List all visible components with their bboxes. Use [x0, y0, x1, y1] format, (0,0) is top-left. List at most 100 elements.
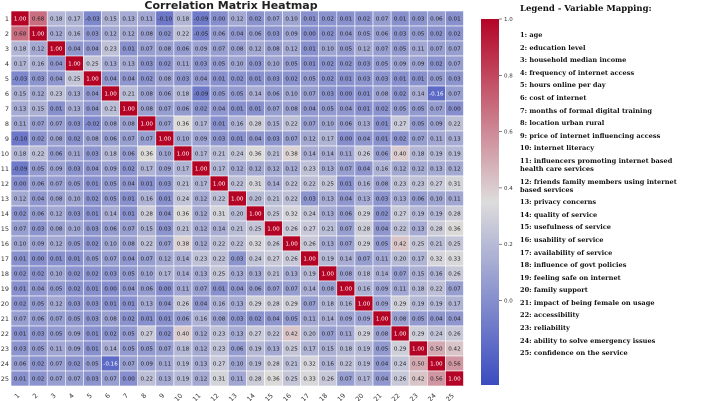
cell-value-label: 0.27	[394, 212, 407, 218]
cell-value-label: 0.21	[430, 242, 443, 248]
y-tick-label: 22	[1, 330, 9, 338]
y-tick-label: 4	[5, 60, 9, 68]
cell-value-label: 0.16	[358, 182, 371, 188]
cell-value-label: 0.07	[122, 227, 135, 233]
cell-value-label: 0.16	[213, 302, 226, 308]
cell-value-label: 0.05	[358, 32, 371, 38]
cell-value-label: 0.01	[86, 212, 99, 218]
cell-value-label: 0.04	[231, 287, 244, 293]
cell-value-label: 0.07	[303, 302, 316, 308]
cell-value-label: 0.25	[86, 62, 99, 68]
cell-value-label: 0.07	[394, 272, 407, 278]
cell-value-label: 0.05	[322, 107, 335, 113]
cell-value-label: 0.09	[430, 122, 443, 128]
cell-value-label: 0.11	[448, 197, 461, 203]
cell-value-label: 0.01	[14, 377, 27, 383]
cell-value-label: 0.01	[86, 287, 99, 293]
cell-value-label: 0.21	[267, 197, 280, 203]
y-axis-ticks: 1234567891011121314151617181920212223242…	[1, 15, 9, 383]
cell-value-label: 0.26	[394, 377, 407, 383]
cell-value-label: 0.02	[159, 62, 171, 68]
cell-value-label: 0.04	[340, 32, 353, 38]
cell-value-label: 0.10	[231, 362, 244, 368]
cell-value-label: 0.09	[195, 47, 208, 53]
cell-value-label: 0.02	[14, 272, 26, 278]
cell-value-label: 0.10	[68, 197, 81, 203]
cell-value-label: 0.14	[303, 287, 316, 293]
cell-value-label: 0.06	[430, 17, 443, 23]
cell-value-label: 0.22	[448, 122, 460, 128]
cell-value-label: 0.12	[231, 167, 243, 173]
cell-value-label: 0.02	[104, 332, 116, 338]
cell-value-label: 0.22	[231, 242, 243, 248]
cell-value-label: 0.00	[340, 92, 353, 98]
cell-value-label: 0.04	[430, 317, 443, 323]
cell-value-label: 0.08	[231, 47, 244, 53]
cell-value-label: 0.22	[213, 197, 225, 203]
cell-value-label: 0.12	[412, 167, 424, 173]
cell-value-label: 0.02	[68, 137, 80, 143]
cell-value-label: 0.22	[177, 32, 189, 38]
cell-value-label: 0.19	[430, 152, 443, 158]
cell-value-label: 0.07	[14, 317, 27, 323]
cell-value-label: 0.03	[159, 182, 172, 188]
cell-value-label: 0.13	[122, 17, 135, 23]
cell-value-label: 0.09	[376, 302, 389, 308]
cell-value-label: 0.04	[50, 62, 63, 68]
cell-value-label: 0.04	[358, 137, 371, 143]
cell-value-label: 0.36	[249, 152, 262, 158]
cell-value-label: 0.22	[285, 182, 297, 188]
cell-value-label: 0.01	[86, 332, 99, 338]
cell-value-label: 0.19	[177, 377, 190, 383]
cell-value-label: 0.10	[430, 197, 443, 203]
cell-value-label: 0.07	[340, 167, 353, 173]
cell-value-label: 0.24	[249, 257, 262, 263]
cell-value-label: 0.12	[195, 197, 207, 203]
legend-item: 4: frequency of internet access	[520, 68, 635, 77]
cell-value-label: 0.42	[394, 242, 406, 248]
cell-value-label: 0.12	[195, 242, 207, 248]
cell-value-label: 0.00	[448, 107, 461, 113]
cell-value-label: 0.02	[376, 107, 388, 113]
cell-value-label: 0.18	[177, 92, 190, 98]
cell-value-label: 0.19	[412, 302, 425, 308]
cell-value-label: 0.28	[267, 302, 280, 308]
cell-value-label: 0.11	[340, 332, 353, 338]
cell-value-label: 0.05	[50, 332, 63, 338]
cell-value-label: 0.07	[159, 347, 172, 353]
legend-item: 7: months of formal digital training	[520, 106, 652, 115]
cell-value-label: 0.03	[32, 332, 45, 338]
y-tick-label: 5	[5, 75, 9, 83]
cell-value-label: 1.00	[376, 317, 389, 323]
cell-value-label: 0.02	[322, 32, 334, 38]
cell-value-label: 0.06	[122, 152, 135, 158]
colorbar-tick-label: 0.4	[504, 186, 513, 192]
cell-value-label: 0.01	[14, 287, 27, 293]
cell-value-label: 0.26	[358, 152, 371, 158]
cell-value-label: 0.10	[68, 227, 81, 233]
cell-value-label: 0.01	[303, 47, 316, 53]
cell-value-label: 0.03	[249, 62, 262, 68]
cell-value-label: 0.15	[267, 122, 280, 128]
cell-value-label: 0.32	[285, 212, 297, 218]
cell-value-label: 0.01	[50, 107, 63, 113]
cell-value-label: 0.18	[14, 152, 27, 158]
cell-value-label: 0.17	[322, 137, 335, 143]
cell-value-label: 0.21	[177, 227, 190, 233]
cell-value-label: 0.11	[14, 122, 27, 128]
cell-value-label: 0.06	[249, 287, 262, 293]
cell-value-label: 0.01	[340, 17, 353, 23]
cell-value-label: 0.17	[195, 152, 208, 158]
cell-value-label: 0.03	[376, 197, 389, 203]
cell-value-label: 0.07	[159, 107, 172, 113]
cell-value-label: 0.03	[86, 302, 99, 308]
cell-value-label: 0.24	[177, 197, 190, 203]
cell-value-label: 0.01	[412, 77, 425, 83]
y-tick-label: 24	[1, 360, 9, 368]
cell-value-label: 0.03	[86, 317, 99, 323]
cell-value-label: 0.19	[412, 212, 425, 218]
cell-value-label: 0.32	[249, 242, 261, 248]
cell-value-label: 0.03	[267, 32, 280, 38]
cell-value-label: 0.21	[104, 107, 117, 113]
